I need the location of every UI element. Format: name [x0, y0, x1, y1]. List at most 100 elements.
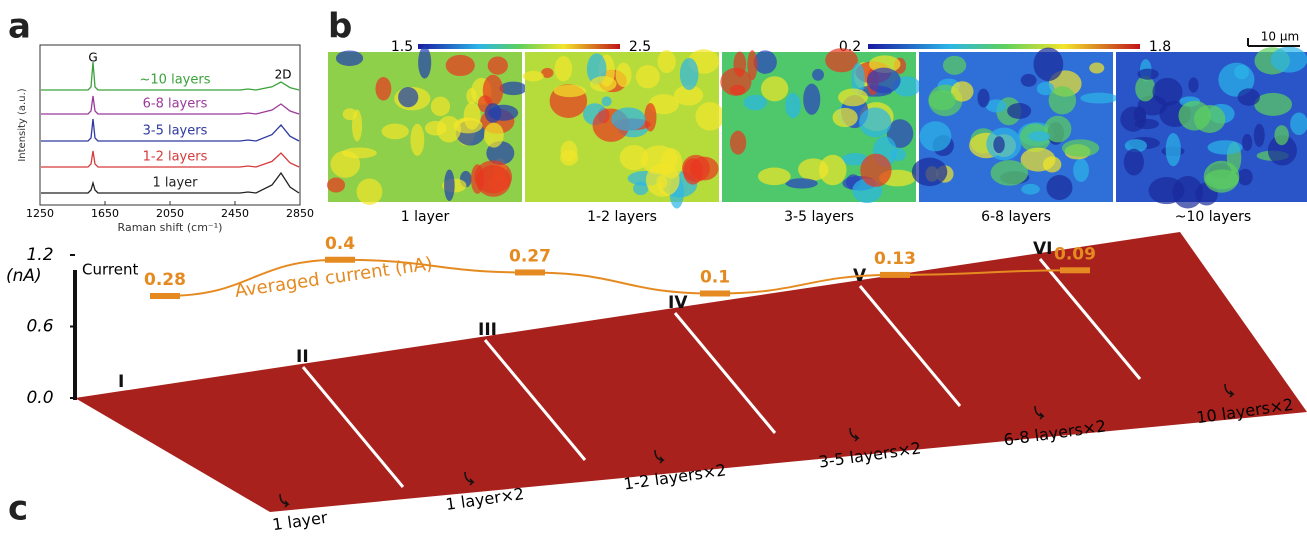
- heatmap-blob: [485, 103, 502, 123]
- heatmap-blob: [812, 69, 824, 81]
- map-label: 3-5 layers: [784, 209, 854, 225]
- heatmap-blob: [554, 85, 586, 97]
- heatmap-blob: [680, 58, 699, 90]
- avg-current-marker: [325, 257, 355, 263]
- heatmap-blob: [1274, 125, 1288, 145]
- heatmap-blob: [488, 56, 508, 74]
- avg-current-marker: [150, 293, 180, 299]
- heatmap-blob: [1208, 140, 1243, 154]
- heatmap-blob: [977, 89, 989, 108]
- x-tick-label: 2450: [221, 207, 249, 220]
- heatmap-blob: [616, 63, 632, 87]
- heatmap-blob: [1046, 175, 1072, 200]
- map-label: 1-2 layers: [587, 209, 657, 225]
- heatmap-blob: [444, 169, 455, 201]
- region-label: IV: [668, 293, 688, 313]
- avg-current-marker: [1060, 267, 1090, 273]
- legend-label: 1 layer: [152, 176, 198, 191]
- heatmap-blob: [446, 55, 475, 76]
- y-tick-label: 1.2: [26, 245, 53, 265]
- avg-current-label: 0.09: [1054, 244, 1096, 264]
- y-axis-label: Intensity (a.u.): [17, 88, 28, 161]
- heatmap-blob: [1073, 159, 1089, 182]
- heatmap-blob: [555, 56, 573, 82]
- avg-current-label: 0.28: [144, 270, 186, 290]
- panel-letter: b: [328, 7, 352, 47]
- heatmap-blob: [483, 75, 503, 106]
- x-tick-label: 1250: [26, 207, 54, 220]
- map-label: 6-8 layers: [981, 209, 1051, 225]
- map-label: ~10 layers: [1175, 209, 1251, 225]
- heatmap-blob: [730, 131, 746, 155]
- heatmap-blob: [357, 179, 383, 205]
- heatmap-blob: [1271, 47, 1307, 73]
- heatmap-blob: [683, 158, 702, 184]
- heatmap-blob: [730, 85, 745, 96]
- heatmap-blob: [382, 124, 409, 140]
- avg-current-label: 0.13: [874, 249, 916, 269]
- heatmap-blob: [657, 50, 675, 73]
- avg-current-marker: [700, 291, 730, 297]
- heatmap-blob: [466, 88, 476, 104]
- x-tick-label: 2050: [156, 207, 184, 220]
- heatmap-blob: [860, 154, 891, 187]
- heatmap-blob: [1137, 69, 1158, 80]
- heatmap-blob: [1021, 184, 1040, 195]
- heatmap-blob: [1049, 86, 1076, 114]
- heatmap-blob: [1178, 101, 1210, 131]
- sample-label: 1 layer: [271, 508, 329, 535]
- heatmap-blob: [803, 84, 820, 115]
- heatmap-blob: [1238, 169, 1253, 186]
- panel-letter: a: [8, 7, 31, 47]
- heatmap-blob: [1204, 161, 1240, 193]
- heatmap-blob: [523, 71, 544, 82]
- heatmap-blob: [867, 68, 901, 94]
- heatmap-blob: [1089, 63, 1104, 74]
- heatmap-blob: [1135, 76, 1155, 102]
- colorbar: [418, 44, 620, 49]
- heatmap-blob: [1238, 88, 1260, 105]
- legend-label: ~10 layers: [140, 73, 211, 88]
- heatmap-blob: [602, 96, 612, 106]
- heatmap-blob: [943, 56, 966, 75]
- heatmap-blob: [761, 76, 788, 101]
- heatmap-blob: [418, 46, 431, 78]
- avg-current-label: 0.27: [509, 246, 551, 266]
- avg-current-label: 0.1: [700, 268, 730, 288]
- heatmap-blob: [785, 93, 801, 118]
- heatmap-blob: [464, 102, 481, 129]
- heatmap-blob: [819, 155, 847, 185]
- heatmap-blob: [484, 123, 504, 148]
- heatmap-blob: [743, 95, 766, 110]
- avg-current-label: 0.4: [325, 234, 355, 254]
- peak-label: 2D: [275, 68, 292, 82]
- x-tick-label: 2850: [286, 207, 314, 220]
- region-label: III: [478, 320, 497, 340]
- heatmap-blob: [1188, 77, 1198, 92]
- heatmap-blob: [991, 160, 1028, 186]
- heatmap-blob: [1234, 65, 1249, 79]
- heatmap-blob: [431, 97, 450, 116]
- heatmap-blob: [912, 158, 948, 186]
- heatmap-blob: [375, 77, 391, 101]
- avg-current-marker: [515, 269, 545, 275]
- heatmap-blob: [352, 110, 362, 142]
- heatmap-blob: [410, 124, 424, 156]
- heatmap-blob: [590, 76, 616, 92]
- heatmap-blob: [561, 141, 578, 162]
- heatmap-blob: [1254, 93, 1292, 116]
- map-label: 1 layer: [401, 209, 450, 225]
- heatmap-blob: [611, 107, 645, 131]
- heatmap-blob: [832, 108, 857, 127]
- heatmap-blob: [1166, 133, 1181, 166]
- legend-label: 3-5 layers: [143, 124, 208, 139]
- panel-letter: c: [8, 489, 28, 529]
- heatmap-blob: [1021, 74, 1037, 87]
- heatmap-blob: [1062, 139, 1099, 156]
- heatmap-blob: [633, 182, 648, 195]
- heatmap-blob: [1254, 124, 1265, 147]
- heatmap-blob: [929, 90, 956, 110]
- legend-label: 6-8 layers: [143, 97, 208, 112]
- heatmap-blob: [1152, 78, 1182, 106]
- heatmap-blob: [695, 102, 724, 131]
